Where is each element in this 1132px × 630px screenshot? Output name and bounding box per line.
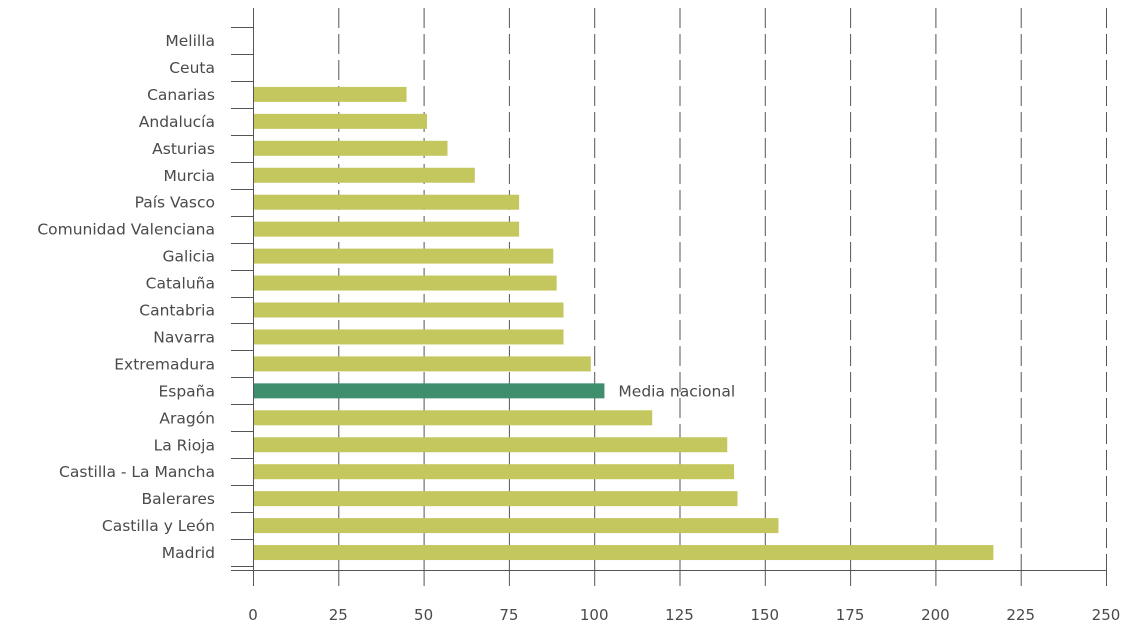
category-label: Comunidad Valenciana xyxy=(37,221,215,239)
bars xyxy=(254,86,994,561)
category-label: La Rioja xyxy=(154,436,215,454)
bar-cataluña xyxy=(254,275,557,291)
x-tick-label: 100 xyxy=(580,606,609,624)
category-label: Murcia xyxy=(163,167,215,185)
bar-navarra xyxy=(254,329,564,345)
bar-castilla-y-león xyxy=(254,518,779,534)
x-tick-label: 225 xyxy=(1006,606,1035,624)
category-label: Ceuta xyxy=(169,59,215,77)
category-label: Balerares xyxy=(142,490,216,508)
category-label: Andalucía xyxy=(139,113,215,131)
bar-castilla-la-mancha xyxy=(254,464,735,480)
bar-murcia xyxy=(254,167,475,183)
category-label: Castilla y León xyxy=(102,517,215,535)
x-tick-label: 200 xyxy=(921,606,950,624)
category-labels: Melilla Ceuta Canarias Andalucía Asturias Mur… xyxy=(37,32,215,562)
category-label: Asturias xyxy=(152,140,215,158)
bar-cantabria xyxy=(254,302,564,318)
category-label: Cantabria xyxy=(139,302,215,320)
axes xyxy=(231,8,1107,586)
bar-galicia xyxy=(254,248,554,264)
bar-extremadura xyxy=(254,356,591,372)
x-tick-labels: 0 25 50 75 100 125 150 175 200 225 250 xyxy=(248,606,1120,624)
bar-madrid xyxy=(254,545,994,561)
x-tick-label: 175 xyxy=(836,606,865,624)
bar-asturias xyxy=(254,140,448,156)
category-label: Cataluña xyxy=(146,275,215,293)
bar-país-vasco xyxy=(254,194,520,210)
x-tick-label: 25 xyxy=(329,606,348,624)
category-label: País Vasco xyxy=(135,194,215,212)
category-label: Melilla xyxy=(165,32,215,50)
category-label: Canarias xyxy=(147,86,215,104)
category-label: Aragón xyxy=(159,409,215,427)
category-label: Madrid xyxy=(162,544,215,562)
category-label: Castilla - La Mancha xyxy=(59,463,215,481)
bar-la-rioja xyxy=(254,437,728,453)
bar-andalucía xyxy=(254,113,428,129)
category-label: Extremadura xyxy=(114,355,215,373)
category-label: Navarra xyxy=(153,328,215,346)
x-tick-label: 50 xyxy=(414,606,433,624)
x-tick-label: 150 xyxy=(750,606,779,624)
bar-canarias xyxy=(254,86,407,102)
category-label: España xyxy=(158,382,215,400)
x-tick-label: 0 xyxy=(248,606,258,624)
annotations: Media nacional xyxy=(618,382,735,400)
bar-balerares xyxy=(254,491,738,507)
bar-aragón xyxy=(254,410,653,426)
annotation-media-nacional: Media nacional xyxy=(618,382,735,400)
x-tick-label: 250 xyxy=(1092,606,1121,624)
x-tick-label: 125 xyxy=(665,606,694,624)
x-tick-label: 75 xyxy=(499,606,518,624)
bar-españa xyxy=(254,383,605,399)
bar-comunidad-valenciana xyxy=(254,221,520,237)
category-label: Galicia xyxy=(163,248,215,266)
